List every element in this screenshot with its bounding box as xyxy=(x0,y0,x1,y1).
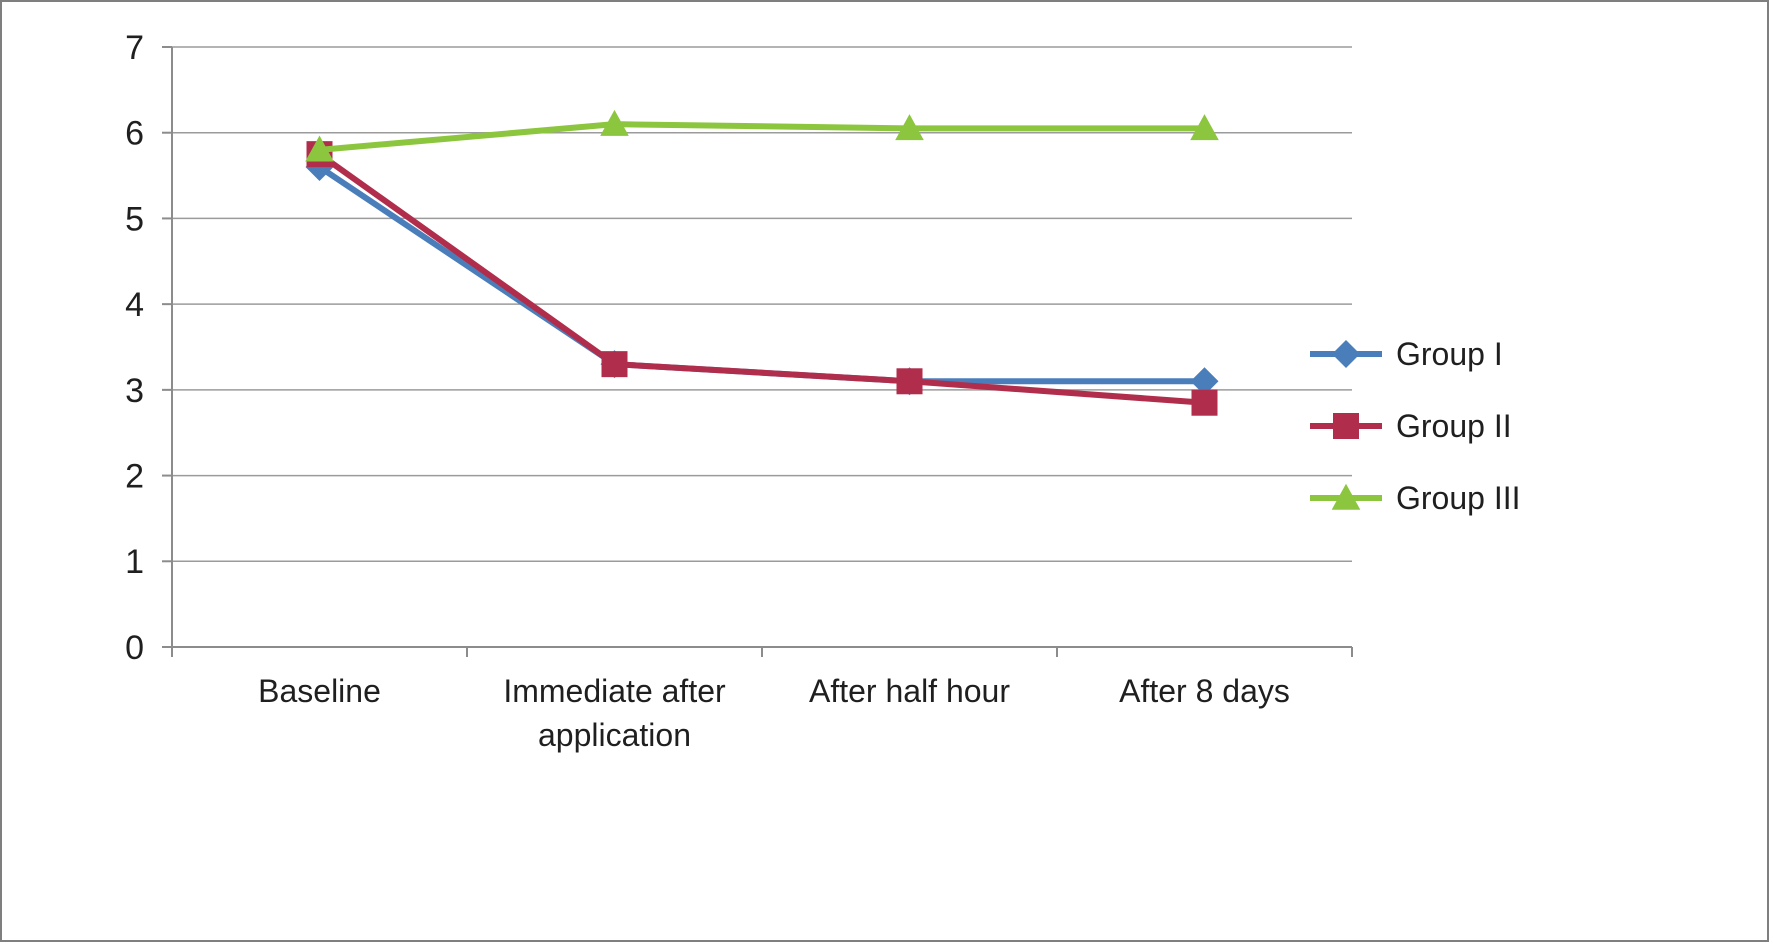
x-tick-label: After half hour xyxy=(809,673,1010,709)
legend: Group I Group II Group III xyxy=(1310,336,1521,516)
x-tick-label: Immediate after application xyxy=(503,673,726,753)
legend-label: Group III xyxy=(1396,480,1521,516)
legend-swatch-marker xyxy=(1331,483,1361,510)
series-group-ii xyxy=(306,141,1218,416)
data-point-marker xyxy=(601,351,628,378)
gridlines xyxy=(172,46,1352,563)
data-point-marker xyxy=(896,368,923,395)
x-tick-label: Baseline xyxy=(258,673,381,709)
axes xyxy=(171,47,1352,648)
legend-swatch-marker xyxy=(1332,340,1360,368)
y-tick-label: 6 xyxy=(125,115,144,153)
x-axis: Baseline Immediate after application After … xyxy=(171,647,1353,753)
series-group-i xyxy=(305,153,1219,396)
series-line xyxy=(316,151,1208,406)
legend-label: Group II xyxy=(1396,408,1512,444)
legend-item-group-iii: Group III xyxy=(1310,480,1521,516)
legend-label: Group I xyxy=(1396,336,1503,372)
series-group-iii xyxy=(305,109,1219,162)
data-point-marker xyxy=(1190,114,1219,141)
data-point-marker xyxy=(305,135,334,162)
legend-item-group-i: Group I xyxy=(1310,336,1503,372)
data-point-marker xyxy=(600,109,629,136)
y-tick-label: 7 xyxy=(125,29,144,67)
legend-item-group-ii: Group II xyxy=(1310,408,1512,444)
data-point-marker xyxy=(1190,367,1219,396)
y-tick-label: 3 xyxy=(125,372,144,410)
series-line xyxy=(316,164,1208,385)
y-tick-label: 4 xyxy=(125,286,144,324)
y-tick-label: 2 xyxy=(125,457,144,495)
legend-swatch-marker xyxy=(1333,413,1359,439)
y-tick-label: 5 xyxy=(125,200,144,238)
y-tick-label: 0 xyxy=(125,629,144,667)
data-point-marker xyxy=(1191,389,1218,416)
y-tick-label: 1 xyxy=(125,543,144,581)
y-axis: 0 1 2 3 4 5 6 7 xyxy=(125,29,172,667)
x-tick-label: After 8 days xyxy=(1119,673,1290,709)
data-point-marker xyxy=(895,114,924,141)
series-line xyxy=(316,121,1208,153)
